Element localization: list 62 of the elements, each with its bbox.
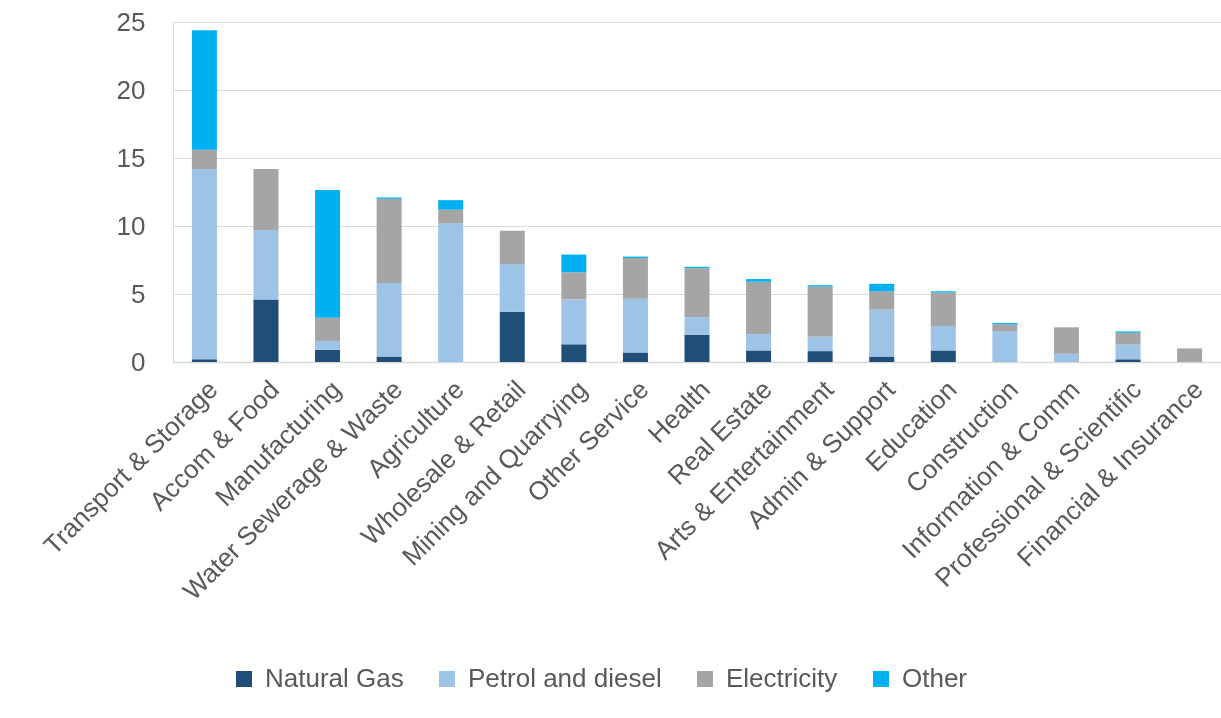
bar (746, 334, 772, 351)
legend-label: Other (902, 663, 968, 693)
y-tick-label: 20 (116, 74, 146, 105)
bar (376, 198, 402, 284)
bar (438, 223, 464, 362)
bar (315, 189, 341, 318)
bar (807, 351, 833, 362)
bar (191, 30, 217, 150)
bar (622, 298, 648, 353)
bar (684, 334, 710, 362)
bar (376, 356, 402, 362)
bar (746, 281, 772, 335)
bar (869, 309, 895, 357)
legend-label: Natural Gas (265, 663, 404, 693)
bar (561, 254, 587, 273)
bar (1053, 327, 1079, 354)
legend-label: Electricity (726, 663, 838, 693)
bar (376, 283, 402, 357)
bar (807, 336, 833, 352)
y-tick-label: 25 (116, 6, 146, 37)
y-tick-label: 10 (116, 210, 146, 241)
bar (561, 344, 587, 362)
bar (315, 317, 341, 341)
bar (930, 350, 956, 362)
bar (1053, 353, 1079, 362)
bar (746, 279, 772, 282)
bar (930, 325, 956, 351)
bar (1115, 332, 1141, 345)
bar (499, 264, 525, 312)
bar (684, 268, 710, 318)
bar (499, 311, 525, 362)
y-tick-label: 15 (116, 142, 146, 173)
bar (622, 257, 648, 299)
bar (499, 230, 525, 265)
bar (992, 331, 1018, 362)
bar (930, 292, 956, 326)
bar (253, 168, 279, 231)
bar (191, 359, 217, 362)
bar (622, 352, 648, 362)
bar (315, 340, 341, 350)
bar (191, 168, 217, 360)
bar (807, 286, 833, 337)
bar (1177, 348, 1203, 362)
y-tick-label: 0 (131, 346, 146, 377)
bar (992, 324, 1018, 332)
bar (746, 350, 772, 362)
bar (869, 291, 895, 310)
bar (1115, 344, 1141, 360)
bar (438, 200, 464, 210)
bar (1115, 359, 1141, 362)
y-tick-label: 5 (131, 278, 146, 309)
bar (561, 299, 587, 345)
bar (684, 317, 710, 335)
bar (869, 356, 895, 362)
bar (869, 283, 895, 292)
bar (561, 272, 587, 300)
bar (253, 230, 279, 300)
bar (191, 149, 217, 169)
bar (315, 349, 341, 362)
bar (438, 209, 464, 224)
bar (253, 299, 279, 362)
legend-label: Petrol and diesel (468, 663, 662, 693)
